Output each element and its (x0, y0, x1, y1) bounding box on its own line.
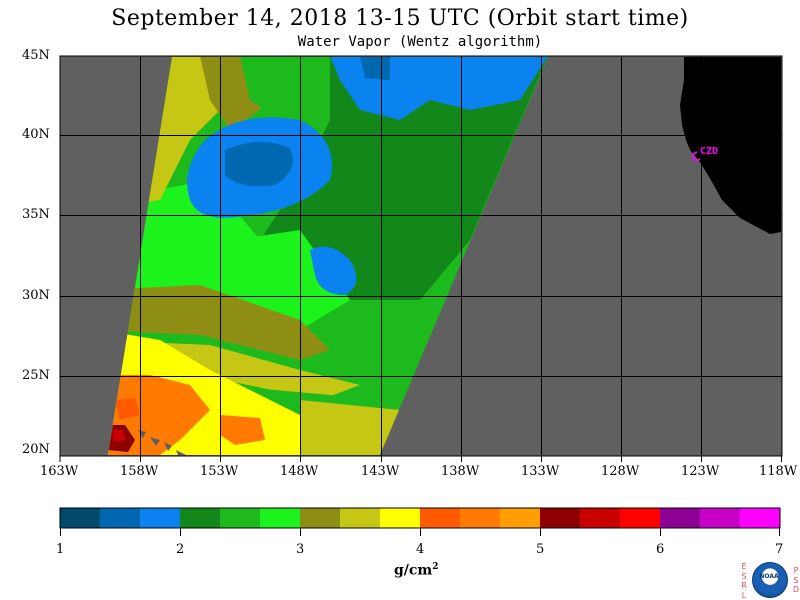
logo-letter-s2: S (792, 576, 800, 586)
colorbar-cell (300, 508, 341, 528)
lat-label-25n: 25N (22, 368, 50, 383)
colorbar-ticks (61, 528, 780, 536)
logo-letter-p: P (792, 566, 800, 576)
lat-label-40n: 40N (22, 127, 50, 142)
lon-label-143w: 143W (361, 464, 399, 479)
lon-label-128w: 128W (601, 464, 639, 479)
logo-letters-left: E S R L (740, 562, 748, 600)
colorbar-tick-3: 3 (296, 542, 304, 557)
map-ticks (60, 456, 782, 462)
colorbar-tick-6: 6 (656, 542, 664, 557)
colorbar-units: g/cm2 (394, 562, 439, 579)
colorbar-cell (460, 508, 501, 528)
logo-letter-l: L (740, 591, 748, 600)
lat-label-20n: 20N (22, 442, 50, 457)
colorbar-tick-2: 2 (176, 542, 184, 557)
logo-letter-r: R (740, 581, 748, 591)
lat-label-45n: 45N (22, 48, 50, 63)
lat-label-30n: 30N (22, 288, 50, 303)
units-exponent: 2 (432, 562, 438, 572)
lat-label-35n: 35N (22, 207, 50, 222)
colorbar-cell (380, 508, 421, 528)
lon-label-138w: 138W (441, 464, 479, 479)
colorbar-cell (620, 508, 661, 528)
colorbar-tick-1: 1 (56, 542, 64, 557)
units-base: g/cm (394, 563, 432, 579)
colorbar-cell (700, 508, 741, 528)
lon-label-153w: 153W (200, 464, 238, 479)
colorbar-cell (220, 508, 261, 528)
logo-letter-d: D (792, 585, 800, 595)
colorbar-cell (500, 508, 541, 528)
colorbar-tick-5: 5 (536, 542, 544, 557)
lon-label-163w: 163W (40, 464, 78, 479)
colorbar-cell (60, 508, 101, 528)
lon-label-158w: 158W (120, 464, 158, 479)
logo-letter-s: S (740, 572, 748, 582)
lon-label-123w: 123W (681, 464, 719, 479)
colorbar-cell (140, 508, 181, 528)
colorbar-cell (540, 508, 581, 528)
colorbar-cell (260, 508, 301, 528)
logo-letters-right: P S D (792, 566, 800, 595)
colorbar-cell (180, 508, 221, 528)
colorbar-tick-4: 4 (416, 542, 424, 557)
noaa-logo-icon (752, 562, 788, 598)
colorbar-cell (340, 508, 381, 528)
lon-label-118w: 118W (759, 464, 797, 479)
colorbar (60, 508, 781, 528)
colorbar-cell (660, 508, 701, 528)
lon-label-133w: 133W (521, 464, 559, 479)
colorbar-cell (740, 508, 781, 528)
station-label: CZD (700, 146, 718, 157)
colorbar-cell (100, 508, 141, 528)
logo-letter-e: E (740, 562, 748, 572)
colorbar-cell (420, 508, 461, 528)
colorbar-tick-7: 7 (775, 542, 783, 557)
noaa-logo-text: NOAA (755, 573, 783, 580)
lon-label-148w: 148W (280, 464, 318, 479)
colorbar-cell (580, 508, 621, 528)
